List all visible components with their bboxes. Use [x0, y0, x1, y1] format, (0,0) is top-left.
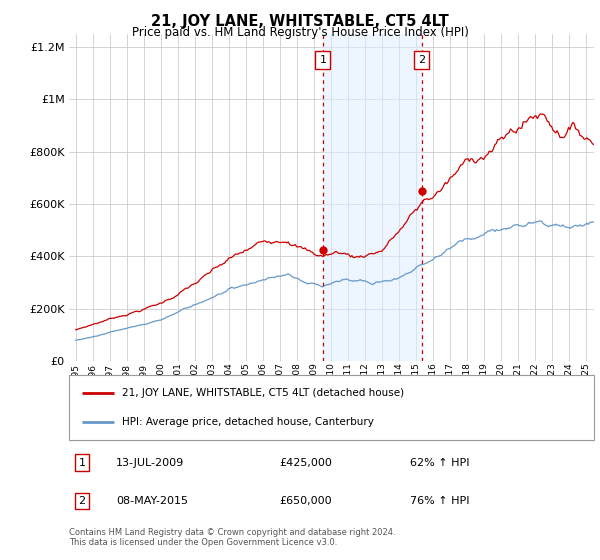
Text: £425,000: £425,000: [279, 458, 332, 468]
Text: 2: 2: [418, 55, 425, 65]
Text: Price paid vs. HM Land Registry's House Price Index (HPI): Price paid vs. HM Land Registry's House …: [131, 26, 469, 39]
Text: 1: 1: [319, 55, 326, 65]
Text: 62% ↑ HPI: 62% ↑ HPI: [410, 458, 470, 468]
Bar: [323, 34, 422, 361]
Text: 21, JOY LANE, WHITSTABLE, CT5 4LT: 21, JOY LANE, WHITSTABLE, CT5 4LT: [151, 14, 449, 29]
Text: 13-JUL-2009: 13-JUL-2009: [116, 458, 185, 468]
Text: HPI: Average price, detached house, Canterbury: HPI: Average price, detached house, Cant…: [121, 417, 373, 427]
Text: 1: 1: [79, 458, 86, 468]
FancyBboxPatch shape: [69, 375, 594, 440]
Text: £650,000: £650,000: [279, 496, 332, 506]
Text: 2: 2: [79, 496, 86, 506]
Text: 21, JOY LANE, WHITSTABLE, CT5 4LT (detached house): 21, JOY LANE, WHITSTABLE, CT5 4LT (detac…: [121, 388, 404, 398]
Text: 08-MAY-2015: 08-MAY-2015: [116, 496, 188, 506]
Text: 76% ↑ HPI: 76% ↑ HPI: [410, 496, 470, 506]
Text: Contains HM Land Registry data © Crown copyright and database right 2024.
This d: Contains HM Land Registry data © Crown c…: [69, 528, 395, 547]
